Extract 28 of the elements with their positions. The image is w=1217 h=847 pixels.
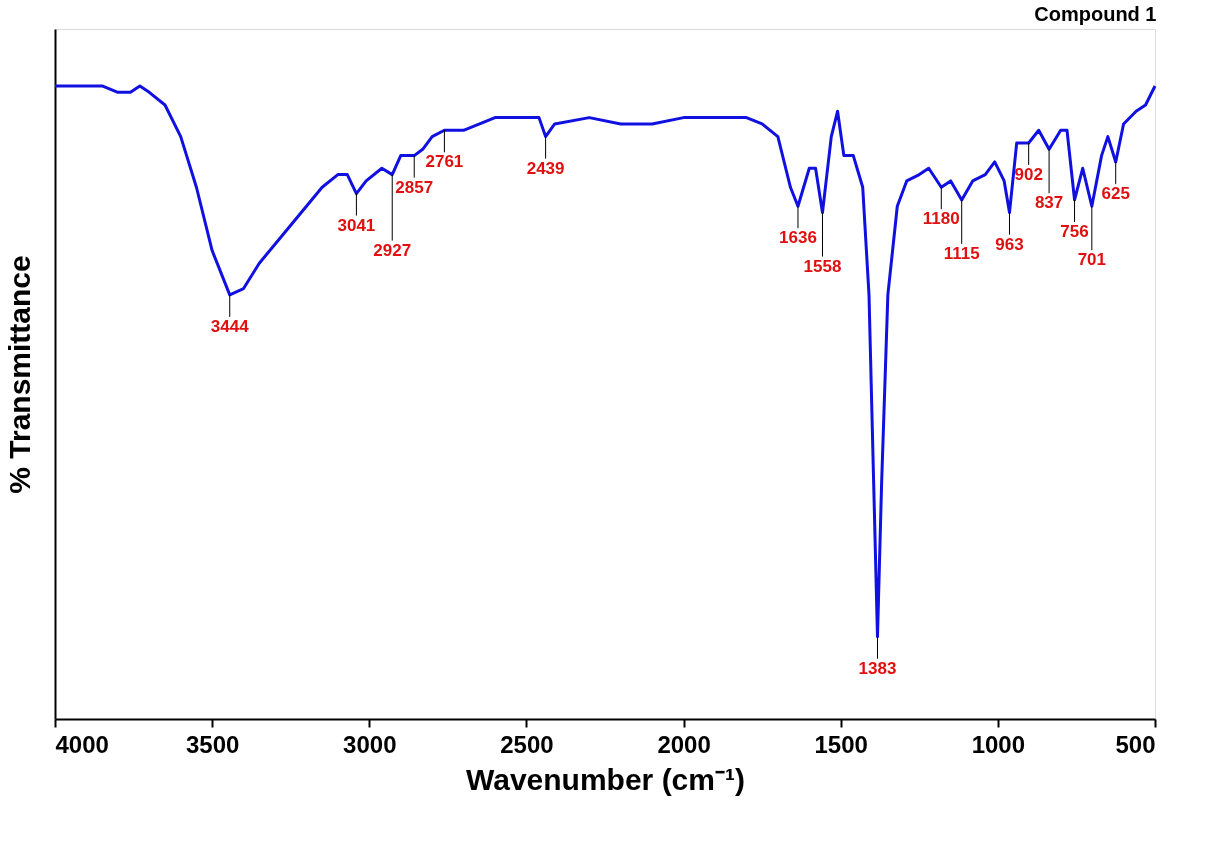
annotation: 3444 xyxy=(210,316,250,336)
annotation: 2439 xyxy=(526,158,565,178)
annotation: 3041 xyxy=(337,215,376,235)
annotation: 2761 xyxy=(425,152,464,172)
annotation: 701 xyxy=(1077,250,1107,270)
x-tick-label: 1500 xyxy=(814,730,868,758)
annotation: 837 xyxy=(1034,193,1064,213)
annotation: 1558 xyxy=(803,256,842,276)
x-tick-label: 4000 xyxy=(55,730,109,758)
annotation: 963 xyxy=(995,234,1024,254)
x-tick-label: 3000 xyxy=(343,730,397,758)
x-tick-label: 2500 xyxy=(500,730,554,758)
annotation: 625 xyxy=(1101,183,1130,203)
annotation: 756 xyxy=(1060,221,1089,241)
x-tick-label: 3500 xyxy=(185,730,240,758)
annotation: 2857 xyxy=(395,177,434,197)
y-axis-title: % Transmittance xyxy=(2,255,36,494)
annotation: 902 xyxy=(1014,164,1043,184)
annotation: 1180 xyxy=(922,209,960,229)
annotation: 2927 xyxy=(373,240,412,260)
x-axis-title: Wavenumber (cm⁻¹) xyxy=(466,762,745,796)
annotation: 1636 xyxy=(779,228,817,248)
chart-title: Compound 1 xyxy=(1034,3,1157,25)
annotation: 1383 xyxy=(858,658,897,678)
x-tick-label: 2000 xyxy=(657,730,711,758)
x-tick-label: 500 xyxy=(1115,730,1156,758)
x-tick-label: 1000 xyxy=(971,730,1026,758)
annotation: 1115 xyxy=(943,243,980,263)
